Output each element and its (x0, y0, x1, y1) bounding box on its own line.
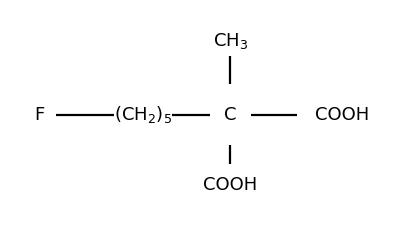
Text: COOH: COOH (315, 106, 369, 123)
Text: COOH: COOH (203, 177, 257, 194)
Text: (CH$_2$)$_5$: (CH$_2$)$_5$ (114, 104, 172, 125)
Text: C: C (224, 106, 237, 123)
Text: CH$_3$: CH$_3$ (213, 31, 248, 51)
Text: F: F (34, 106, 44, 123)
